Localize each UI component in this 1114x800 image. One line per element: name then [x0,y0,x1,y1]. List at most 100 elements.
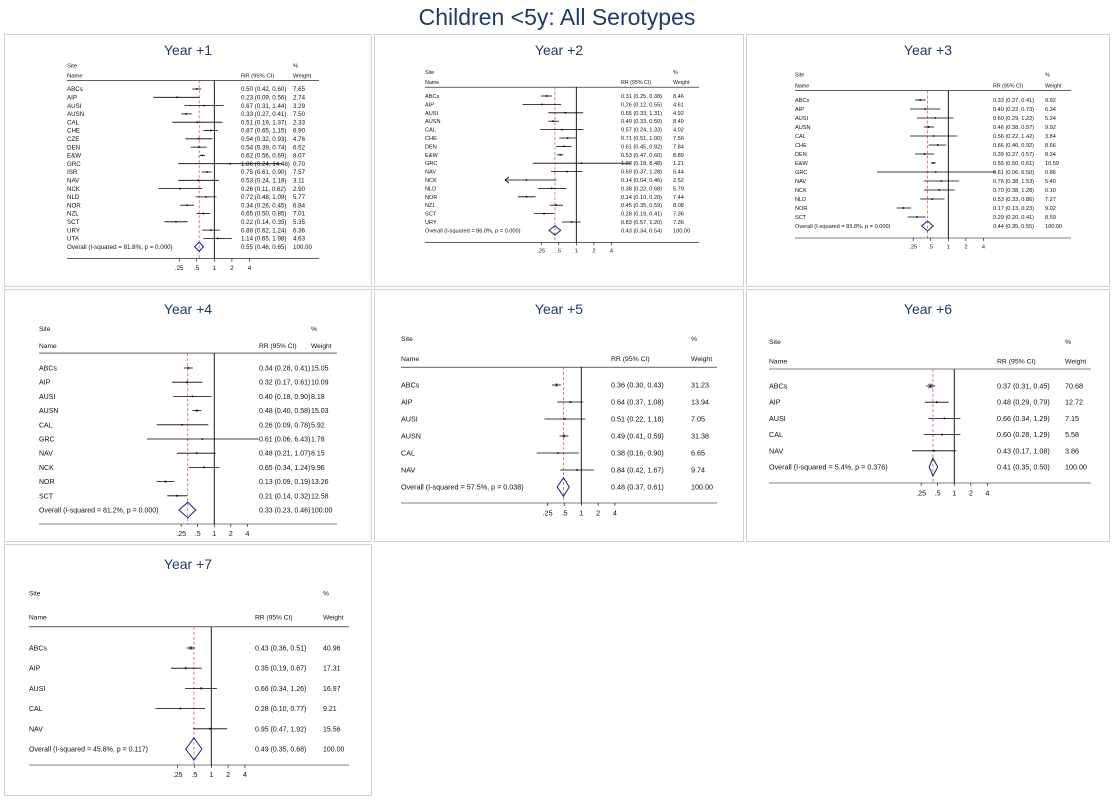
row-site-label: CAL [795,134,806,140]
row-rr-ci: 0.50 (0.42, 0.60) [241,86,286,93]
point-estimate [197,137,200,140]
row-site-label: NZL [425,203,436,209]
x-tick-label: 2 [596,508,600,517]
point-estimate [191,395,194,398]
forest-panel-year-3: Year +3 Site Name RR (95% CI)% Weight ABCs 0.3… [746,34,1110,287]
row-rr-ci: 0.70 (0.38, 1.28) [993,188,1034,194]
row-rr-ci: 1.86 (0.24, 14.48) [241,161,290,168]
row-site-label: CZE [67,136,79,143]
row-site-label: AIP [425,102,434,108]
forest-panel-year-5: Year +5 Site Name RR (95% CI)% Weight ABCs 0.3… [374,289,744,542]
row-weight: 9.74 [691,466,705,475]
overall-label: Overall (I-squared = 86.0%, p = 0.000) [425,228,521,234]
x-tick-label: 2 [230,265,234,272]
overall-diamond [193,241,205,252]
header-rr: RR (95% CI) [241,73,274,79]
row-site-label: NCK [795,188,807,194]
x-tick-label: .5 [194,265,200,272]
row-rr-ci: 0.28 (0.19, 0.41) [621,212,662,218]
header-site: Site [67,63,77,69]
x-tick-label: .25 [175,265,184,272]
row-site-label: AUSN [67,111,84,118]
point-estimate [934,171,937,173]
row-rr-ci: 0.71 (0.51, 1.00) [621,136,662,142]
header-site: Site [769,339,781,346]
point-estimate [187,367,190,369]
row-site-label: ABCs [29,645,47,652]
row-weight: 7.36 [673,220,684,226]
x-tick-label: .25 [909,244,917,250]
panel-title: Year +5 [535,301,583,317]
forest-panel-year-4: Year +4 Site Name RR (95% CI)% Weight ABCs 0.3… [4,289,372,542]
row-weight: 5.92 [311,422,325,429]
point-estimate [203,104,206,107]
row-rr-ci: 0.49 (0.41, 0.59) [611,432,664,441]
header-name: Name [425,80,439,86]
row-site-label: NLD [795,197,806,203]
row-rr-ci: 0.53 (0.33, 0.86) [993,197,1034,203]
row-weight: 6.36 [293,227,306,234]
overall-diamond [185,737,203,761]
panel-title: Year +3 [904,42,952,58]
row-weight: 12.58 [311,493,329,500]
row-weight: 13.94 [691,398,709,407]
row-weight: 7.36 [673,212,684,218]
overall-rr-ci: 0.33 (0.23, 0.46) [259,507,310,514]
row-site-label: ABCs [425,94,440,100]
row-rr-ci: 0.43 (0.36, 0.51) [255,645,306,652]
row-site-label: AUSN [425,119,441,125]
point-estimate [566,137,569,139]
forest-plot-svg: Year +4 Site Name RR (95% CI)% Weight ABCs 0.3… [39,301,337,538]
row-rr-ci: 0.95 (0.47, 1.92) [255,726,306,733]
row-site-label: UTA [67,236,80,243]
point-estimate [564,111,567,114]
point-estimate [205,196,207,198]
overall-diamond [928,456,939,478]
row-rr-ci: 0.66 (0.34, 1.26) [255,686,306,693]
row-weight: 7.05 [691,415,705,424]
row-weight: 2.52 [673,178,684,184]
overall-weight: 100.00 [1065,463,1087,472]
x-tick-label: 1 [213,265,217,272]
forest-plot-svg: Year +6 Site Name RR (95% CI)% Weight ABCs 0.3… [769,301,1091,497]
point-estimate [563,435,565,437]
row-site-label: AIP [67,94,77,101]
row-weight: 7.65 [293,86,306,93]
row-weight: 12.72 [1065,398,1083,407]
point-estimate [552,120,555,123]
point-estimate [943,417,946,420]
point-estimate [916,216,918,218]
point-estimate [209,129,212,132]
row-site-label: URY [67,227,80,234]
row-rr-ci: 0.69 (0.37, 1.28) [621,170,662,176]
row-site-label: AUSI [425,111,439,117]
row-site-label: CAL [39,422,53,429]
x-tick-label: 4 [610,249,613,255]
row-weight: 8.07 [293,153,306,160]
row-rr-ci: 0.56 (0.22, 1.42) [993,134,1034,140]
row-site-label: ABCs [67,86,83,93]
row-rr-ci: 0.26 (0.11, 0.62) [241,186,286,193]
header-rr: RR (95% CI) [255,615,293,622]
panel-title: Year +1 [164,42,212,58]
row-site-label: CHE [425,136,437,142]
row-weight: 7.27 [1045,197,1056,203]
header-site: Site [39,326,51,333]
forest-panel-year-6: Year +6 Site Name RR (95% CI)% Weight ABCs 0.3… [746,289,1110,542]
header-site: Site [401,336,413,343]
row-weight: 8.34 [1045,152,1056,158]
row-rr-ci: 0.26 (0.12, 0.55) [621,102,662,108]
point-estimate [197,179,200,182]
point-estimate [164,480,167,483]
row-site-label: NOR [67,202,81,209]
row-rr-ci: 0.84 (0.42, 1.67) [611,466,664,475]
row-rr-ci: 0.60 (0.28, 1.29) [997,430,1050,439]
figure-title: Children <5y: All Serotypes [418,4,696,30]
point-estimate [923,153,926,155]
row-weight: 3.86 [1065,446,1079,455]
overall-weight: 100.00 [691,483,713,492]
point-estimate [927,126,930,128]
x-tick-label: 1 [952,488,956,497]
row-site-label: E&W [67,153,81,160]
row-weight: 5.79 [673,186,684,192]
